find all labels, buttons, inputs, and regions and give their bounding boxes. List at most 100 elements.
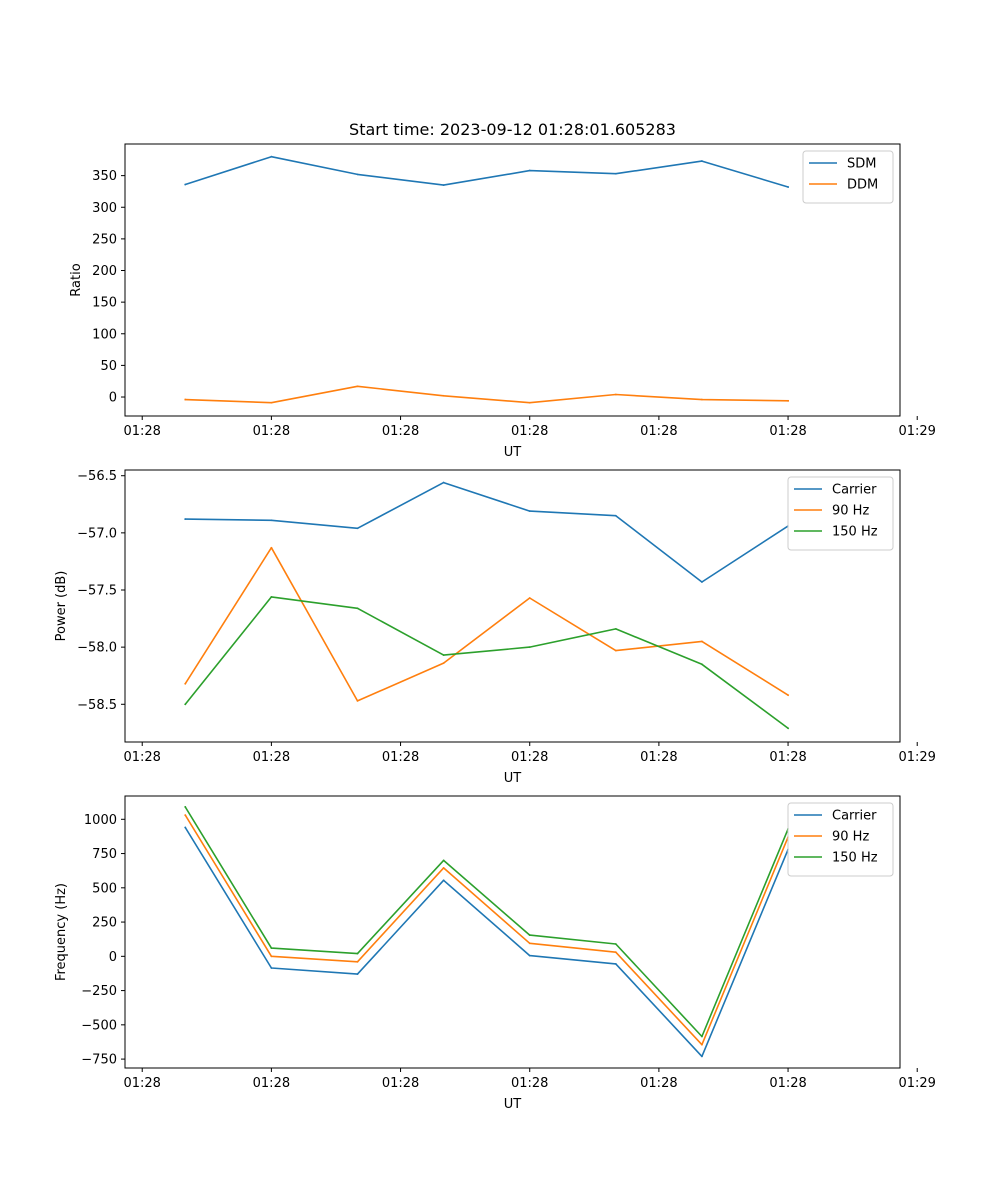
series-line-90-hz (184, 546, 790, 702)
y-tick-label: −500 (81, 1018, 117, 1033)
x-tick-label: 01:28 (511, 1076, 548, 1091)
data-point (701, 1035, 703, 1038)
y-tick-label: 0 (109, 950, 117, 965)
data-point (356, 960, 359, 963)
x-axis-label: UT (504, 445, 522, 460)
y-tick-label: −58.5 (77, 698, 117, 713)
x-tick-label: 01:28 (640, 1076, 677, 1091)
data-point (270, 967, 273, 969)
data-point (270, 519, 273, 522)
data-point (184, 398, 187, 401)
y-tick-label: 150 (92, 296, 117, 311)
data-point (614, 951, 617, 954)
y-tick-label: 200 (92, 264, 117, 279)
data-point (442, 859, 445, 862)
legend-label: DDM (847, 178, 878, 193)
data-point (701, 640, 703, 643)
y-tick-label: 300 (92, 201, 117, 216)
x-tick-label: 01:29 (898, 1076, 935, 1091)
x-axis-label: UT (504, 771, 522, 786)
y-tick-label: −250 (81, 984, 117, 999)
data-point (184, 806, 187, 808)
x-tick-label: 01:28 (123, 1076, 160, 1091)
legend-label: Carrier (832, 809, 877, 824)
legend: Carrier 90 Hz 150 Hz (787, 476, 894, 551)
x-tick-label: 01:28 (123, 424, 160, 439)
data-point (614, 962, 617, 965)
data-point (442, 184, 445, 187)
chart-panel-3: 01:28 01:28 01:28 01:28 01:28 01:28 01:29 −750 −… (54, 795, 936, 1112)
data-point (787, 727, 789, 730)
series-line-sdm (184, 155, 790, 188)
y-tick-label: 250 (92, 916, 117, 931)
data-point (270, 955, 273, 958)
legend-label: Carrier (832, 483, 877, 498)
legend: Carrier 90 Hz 150 Hz (787, 802, 894, 877)
data-point (356, 173, 359, 176)
series-line-150-hz (184, 805, 790, 1038)
data-point (270, 595, 273, 598)
data-point (356, 699, 359, 702)
legend-label: 90 Hz (832, 504, 869, 519)
x-tick-label: 01:28 (769, 750, 806, 765)
data-point (528, 954, 531, 957)
series-line-90-hz (184, 814, 790, 1046)
data-point (270, 947, 273, 950)
x-tick-label: 01:28 (640, 424, 677, 439)
data-point (614, 943, 617, 945)
y-tick-label: −57.0 (77, 526, 117, 541)
data-point (442, 481, 445, 484)
plot-frame (124, 143, 901, 417)
x-tick-label: 01:28 (382, 1076, 419, 1091)
data-point (614, 649, 617, 652)
y-tick-label: −56.5 (77, 469, 117, 484)
y-axis-label: Power (dB) (54, 571, 69, 642)
y-tick-label: 250 (92, 232, 117, 247)
y-tick-label: 350 (92, 169, 117, 184)
series-line-150-hz (184, 596, 790, 730)
x-tick-label: 01:28 (769, 424, 806, 439)
x-axis-label: UT (504, 1097, 522, 1112)
data-point (442, 662, 445, 665)
data-point (787, 399, 789, 402)
series-line-ddm (184, 385, 789, 404)
data-point (787, 186, 789, 188)
x-tick-label: 01:28 (253, 424, 290, 439)
y-tick-label: −57.5 (77, 584, 117, 599)
data-point (184, 518, 187, 521)
data-point (528, 510, 531, 513)
x-tick-label: 01:28 (253, 750, 290, 765)
legend-label: 150 Hz (832, 851, 878, 866)
data-point (442, 394, 445, 397)
y-tick-label: −58.0 (77, 641, 117, 656)
y-tick-label: 500 (92, 881, 117, 896)
series-line-carrier (184, 826, 790, 1058)
chart-panel-1: Start time: 2023-09-12 01:28:01.60528301… (69, 120, 936, 460)
chart-panel-2: 01:28 01:28 01:28 01:28 01:28 01:28 01:29 −58.5… (54, 469, 936, 786)
y-tick-label: 750 (92, 847, 117, 862)
y-tick-label: 0 (109, 391, 117, 406)
data-point (787, 694, 789, 697)
data-point (356, 973, 359, 976)
data-point (184, 682, 187, 685)
legend: SDM DDM (802, 150, 894, 204)
y-tick-label: 100 (92, 327, 117, 342)
data-point (528, 169, 531, 172)
data-point (614, 514, 617, 517)
data-point (356, 952, 359, 955)
x-tick-label: 01:28 (511, 750, 548, 765)
y-tick-label: −750 (81, 1053, 117, 1068)
data-point (356, 527, 359, 530)
data-point (442, 867, 445, 869)
data-point (701, 1043, 703, 1046)
legend-box (802, 150, 894, 204)
data-point (614, 172, 617, 175)
y-axis-label: Frequency (Hz) (54, 883, 69, 981)
data-point (442, 654, 445, 657)
x-tick-label: 01:28 (640, 750, 677, 765)
legend-label: 90 Hz (832, 830, 869, 845)
x-tick-label: 01:28 (769, 1076, 806, 1091)
plot-frame (124, 469, 901, 743)
x-tick-label: 01:29 (898, 424, 935, 439)
